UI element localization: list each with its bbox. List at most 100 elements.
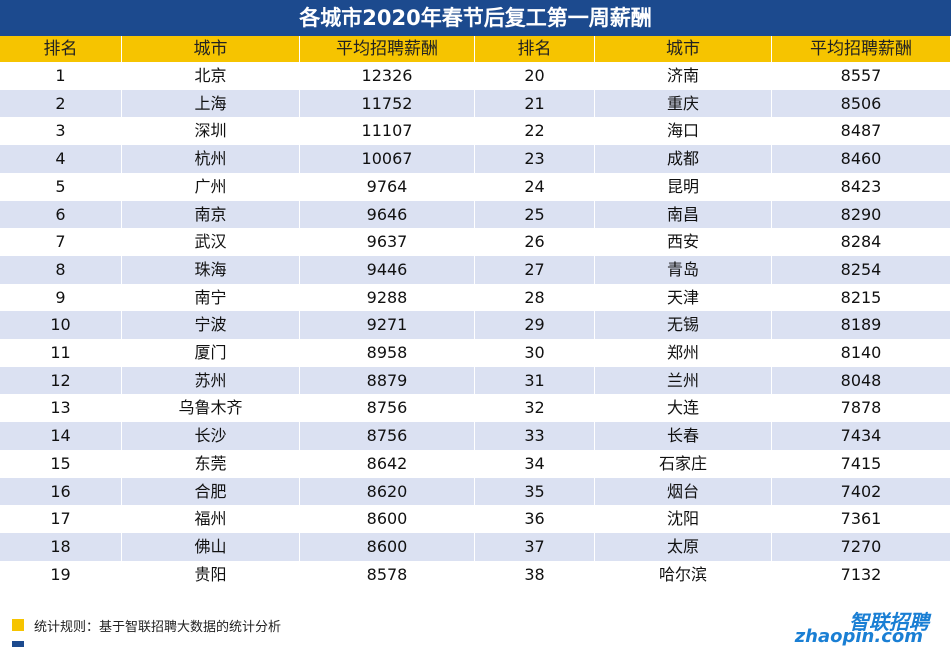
header-cell: 排名 — [0, 36, 122, 62]
table-cell: 8284 — [772, 228, 951, 256]
table-cell: 重庆 — [595, 89, 772, 118]
table-cell: 28 — [475, 283, 595, 312]
table-cell: 厦门 — [122, 339, 300, 367]
table-cell: 7402 — [772, 477, 951, 506]
logo-en: zhaopin.com — [794, 626, 923, 647]
table-cell: 7 — [0, 228, 122, 256]
table-cell: 21 — [475, 89, 595, 118]
table-cell: 8506 — [772, 89, 951, 118]
table-cell: 8460 — [772, 145, 951, 173]
table-cell: 10 — [0, 311, 122, 339]
table-cell: 9288 — [300, 283, 475, 312]
table-cell: 苏州 — [122, 366, 300, 395]
table-cell: 南宁 — [122, 283, 300, 312]
table-cell: 30 — [475, 339, 595, 367]
table-cell: 36 — [475, 505, 595, 533]
table-cell: 33 — [475, 422, 595, 450]
table-cell: 32 — [475, 394, 595, 423]
table-cell: 广州 — [122, 172, 300, 201]
table-cell: 25 — [475, 200, 595, 229]
table-cell: 上海 — [122, 89, 300, 118]
table-cell: 8189 — [772, 311, 951, 339]
table-cell: 天津 — [595, 283, 772, 312]
table-cell: 8620 — [300, 477, 475, 506]
table-cell: 9446 — [300, 255, 475, 284]
table-cell: 8254 — [772, 255, 951, 284]
table-cell: 20 — [475, 62, 595, 90]
table-cell: 宁波 — [122, 311, 300, 339]
table-cell: 29 — [475, 311, 595, 339]
table-cell: 南京 — [122, 200, 300, 229]
table-cell: 8958 — [300, 339, 475, 367]
table-cell: 15 — [0, 449, 122, 478]
table-cell: 35 — [475, 477, 595, 506]
table-cell: 7132 — [772, 560, 951, 589]
table-cell: 38 — [475, 560, 595, 589]
table-cell: 9646 — [300, 200, 475, 229]
table-cell: 西安 — [595, 228, 772, 256]
table-cell: 南昌 — [595, 200, 772, 229]
table-cell: 无锡 — [595, 311, 772, 339]
table-cell: 26 — [475, 228, 595, 256]
table-cell: 27 — [475, 255, 595, 284]
table-cell: 沈阳 — [595, 505, 772, 533]
table-cell: 8600 — [300, 532, 475, 561]
table-cell: 8048 — [772, 366, 951, 395]
table-cell: 9764 — [300, 172, 475, 201]
table-cell: 8578 — [300, 560, 475, 589]
table-cell: 17 — [0, 505, 122, 533]
table-cell: 兰州 — [595, 366, 772, 395]
table-cell: 石家庄 — [595, 449, 772, 478]
table-cell: 18 — [0, 532, 122, 561]
title: 各城市2020年春节后复工第一周薪酬 — [0, 0, 951, 36]
table-cell: 19 — [0, 560, 122, 589]
table-cell: 4 — [0, 145, 122, 173]
table-cell: 7270 — [772, 532, 951, 561]
table-cell: 8557 — [772, 62, 951, 90]
table-cell: 7361 — [772, 505, 951, 533]
table-cell: 太原 — [595, 532, 772, 561]
table-cell: 8140 — [772, 339, 951, 367]
table-cell: 7434 — [772, 422, 951, 450]
table-cell: 11 — [0, 339, 122, 367]
table-cell: 杭州 — [122, 145, 300, 173]
header-cell: 平均招聘薪酬 — [772, 36, 951, 62]
table-cell: 8290 — [772, 200, 951, 229]
table-cell: 23 — [475, 145, 595, 173]
table-cell: 3 — [0, 117, 122, 146]
table-cell: 青岛 — [595, 255, 772, 284]
table-cell: 长春 — [595, 422, 772, 450]
table-cell: 珠海 — [122, 255, 300, 284]
table-cell: 16 — [0, 477, 122, 506]
header-cell: 城市 — [122, 36, 300, 62]
table-cell: 31 — [475, 366, 595, 395]
table-cell: 9 — [0, 283, 122, 312]
table-cell: 合肥 — [122, 477, 300, 506]
table-cell: 8 — [0, 255, 122, 284]
table-cell: 深圳 — [122, 117, 300, 146]
blue-marker — [12, 641, 24, 647]
table-cell: 长沙 — [122, 422, 300, 450]
table-cell: 8642 — [300, 449, 475, 478]
table-cell: 贵阳 — [122, 560, 300, 589]
table-cell: 8600 — [300, 505, 475, 533]
table-cell: 34 — [475, 449, 595, 478]
table-cell: 13 — [0, 394, 122, 423]
table-cell: 10067 — [300, 145, 475, 173]
footer-note: 统计规则：基于智联招聘大数据的统计分析 — [34, 620, 282, 635]
header-cell: 城市 — [595, 36, 772, 62]
table-cell: 济南 — [595, 62, 772, 90]
table-cell: 8487 — [772, 117, 951, 146]
table-cell: 北京 — [122, 62, 300, 90]
table-cell: 1 — [0, 62, 122, 90]
table-cell: 24 — [475, 172, 595, 201]
table-cell: 7878 — [772, 394, 951, 423]
table-cell: 14 — [0, 422, 122, 450]
table-cell: 9637 — [300, 228, 475, 256]
table-cell: 昆明 — [595, 172, 772, 201]
table-cell: 6 — [0, 200, 122, 229]
table-cell: 哈尔滨 — [595, 560, 772, 589]
table-cell: 烟台 — [595, 477, 772, 506]
table-cell: 8756 — [300, 422, 475, 450]
